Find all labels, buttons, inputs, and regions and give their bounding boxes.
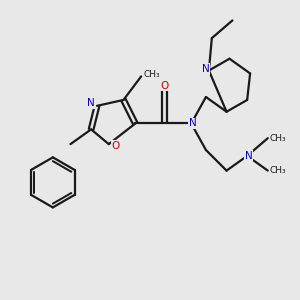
- Text: N: N: [189, 118, 196, 128]
- Text: N: N: [245, 151, 253, 161]
- Text: N: N: [87, 98, 95, 108]
- Text: N: N: [202, 64, 210, 74]
- Text: CH₃: CH₃: [143, 70, 160, 80]
- Text: CH₃: CH₃: [270, 134, 286, 143]
- Text: O: O: [160, 81, 169, 91]
- Text: O: O: [111, 141, 119, 151]
- Text: CH₃: CH₃: [270, 166, 286, 175]
